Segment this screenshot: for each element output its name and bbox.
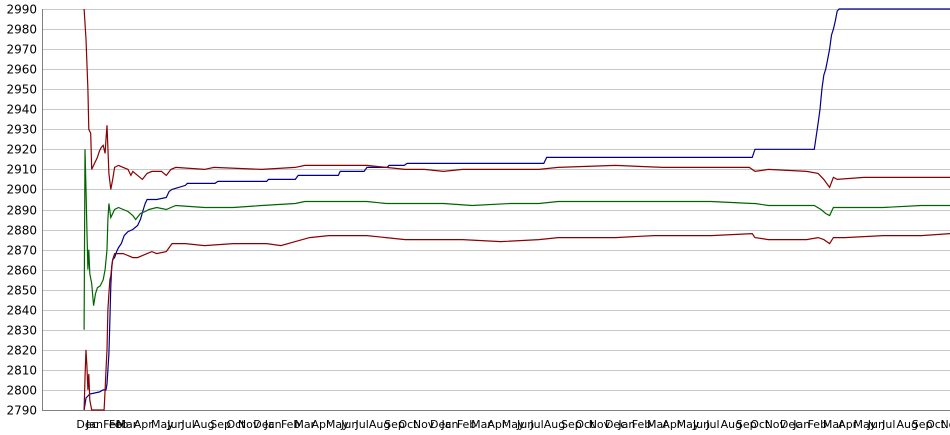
x-tick-label: Apr — [134, 418, 154, 431]
x-tick-label: Nov — [765, 418, 787, 431]
x-tick-label: May — [502, 418, 525, 431]
x-tick-label: Apr — [312, 418, 332, 431]
x-tick-label: Nov — [940, 418, 950, 431]
x-tick-label: Sep — [912, 418, 933, 431]
x-tick-label: May — [326, 418, 349, 431]
x-tick-label: Feb — [281, 418, 300, 431]
x-tick-label: Oct — [750, 418, 770, 431]
x-tick-label: Sep — [736, 418, 757, 431]
series-lines — [83, 8, 950, 411]
x-tick-label: Oct — [226, 418, 246, 431]
x-tick-label: Aug — [896, 418, 917, 431]
x-tick-label: Sep — [561, 418, 582, 431]
x-tick-label: Dec — [253, 418, 274, 431]
x-tick-label: Mar — [823, 418, 844, 431]
x-tick-label: Apr — [662, 418, 682, 431]
x-tick-label: Jun — [867, 418, 885, 431]
x-tick-label: Jun — [340, 418, 358, 431]
x-tick-label: Dec — [430, 418, 451, 431]
x-tick-label: Jan — [264, 418, 282, 431]
y-tick-label: 2800 — [6, 384, 37, 398]
axes — [42, 9, 950, 411]
x-tick-label: Jan — [792, 418, 810, 431]
x-tick-label: May — [853, 418, 876, 431]
x-tick-label: Aug — [193, 418, 214, 431]
x-tick-label: Feb — [109, 418, 128, 431]
y-tick-label: 2840 — [6, 304, 37, 318]
y-tick-label: 2850 — [6, 284, 37, 298]
y-tick-label: 2860 — [6, 264, 37, 278]
x-tick-label: Nov — [413, 418, 435, 431]
x-tick-label: Sep — [384, 418, 405, 431]
x-tick-label: Nov — [589, 418, 611, 431]
y-tick-label: 2820 — [6, 344, 37, 358]
x-tick-label: Sep — [210, 418, 231, 431]
series-line-1 — [83, 8, 950, 411]
y-tick-label: 2970 — [6, 43, 37, 57]
x-tick-label: Aug — [721, 418, 742, 431]
y-tick-label: 2830 — [6, 324, 37, 338]
x-tick-label: Jul — [181, 418, 195, 431]
x-tick-label: Nov — [238, 418, 260, 431]
x-tick-label: Jun — [166, 418, 184, 431]
x-tick-label: Feb — [103, 418, 122, 431]
x-tick-label: Mar — [471, 418, 492, 431]
x-tick-label: Oct — [575, 418, 595, 431]
series-line-3 — [83, 149, 950, 330]
x-tick-label: Jan — [617, 418, 635, 431]
x-tick-label: Feb — [457, 418, 476, 431]
x-tick-label: Mar — [117, 418, 138, 431]
x-tick-label: Jul — [529, 418, 543, 431]
x-tick-label: Jan — [85, 418, 103, 431]
x-tick-label: Mar — [294, 418, 315, 431]
y-tick-label: 2990 — [6, 3, 37, 17]
x-tick-label: Jan — [441, 418, 459, 431]
y-tick-label: 2940 — [6, 103, 37, 117]
x-tick-label: Mar — [647, 418, 668, 431]
x-tick-label: Jun — [692, 418, 710, 431]
x-tick-label: Jul — [705, 418, 719, 431]
x-tick-label: Jul — [354, 418, 368, 431]
x-tick-label: May — [151, 418, 174, 431]
series-line-4 — [83, 232, 950, 411]
y-tick-label: 2870 — [6, 244, 37, 258]
y-tick-label: 2950 — [6, 83, 37, 97]
x-tick-label: Oct — [926, 418, 946, 431]
y-tick-label: 2930 — [6, 123, 37, 137]
y-tick-label: 2790 — [6, 404, 37, 418]
x-tick-label: Aug — [369, 418, 390, 431]
y-tick-label: 2810 — [6, 364, 37, 378]
y-tick-label: 2920 — [6, 143, 37, 157]
y-tick-label: 2910 — [6, 163, 37, 177]
x-tick-label: Dec — [76, 418, 97, 431]
x-tick-label: May — [677, 418, 700, 431]
y-tick-label: 2980 — [6, 23, 37, 37]
x-tick-label: Jun — [516, 418, 534, 431]
x-tick-label: Jul — [881, 418, 895, 431]
y-tick-label: 2890 — [6, 204, 37, 218]
y-tick-label: 2900 — [6, 183, 37, 197]
x-tick-label: Feb — [632, 418, 651, 431]
y-tick-label: 2960 — [6, 63, 37, 77]
x-tick-label: Feb — [808, 418, 827, 431]
x-tick-label: Dec — [605, 418, 626, 431]
x-tick-label: Oct — [399, 418, 419, 431]
x-tick-label: Aug — [544, 418, 565, 431]
series-line-2 — [83, 8, 950, 190]
x-tick-label: Apr — [487, 418, 507, 431]
grid-lines — [42, 9, 950, 411]
x-tick-label: Dec — [780, 418, 801, 431]
y-tick-labels: 2790 2800 2810 2820 2830 2840 2850 2860 2870 2880… — [6, 3, 37, 418]
y-tick-label: 2880 — [6, 224, 37, 238]
x-tick-label: Apr — [838, 418, 858, 431]
